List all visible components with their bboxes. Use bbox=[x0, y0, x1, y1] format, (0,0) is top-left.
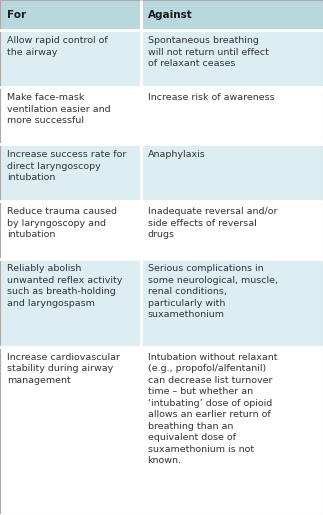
Bar bbox=[0, 144, 141, 201]
Text: Allow rapid control of
the airway: Allow rapid control of the airway bbox=[7, 36, 108, 57]
Bar bbox=[141, 259, 323, 347]
Text: Serious complications in
some neurological, muscle,
renal conditions,
particular: Serious complications in some neurologic… bbox=[148, 264, 277, 319]
Bar bbox=[0, 347, 141, 515]
Text: For: For bbox=[7, 10, 26, 20]
Bar bbox=[141, 0, 323, 30]
Bar bbox=[0, 30, 141, 88]
Text: Make face-mask
ventilation easier and
more successful: Make face-mask ventilation easier and mo… bbox=[7, 93, 110, 125]
Text: Against: Against bbox=[148, 10, 192, 20]
Text: Anaphylaxis: Anaphylaxis bbox=[148, 150, 205, 159]
Text: Increase cardiovascular
stability during airway
management: Increase cardiovascular stability during… bbox=[7, 353, 120, 385]
Text: Reliably abolish
unwanted reflex activity
such as breath-holding
and laryngospas: Reliably abolish unwanted reflex activit… bbox=[7, 264, 122, 307]
Text: Increase risk of awareness: Increase risk of awareness bbox=[148, 93, 274, 102]
Bar bbox=[0, 0, 141, 30]
Bar bbox=[141, 30, 323, 88]
Bar bbox=[141, 144, 323, 201]
Text: Inadequate reversal and/or
side effects of reversal
drugs: Inadequate reversal and/or side effects … bbox=[148, 207, 277, 239]
Bar bbox=[0, 88, 141, 144]
Bar bbox=[0, 201, 141, 259]
Text: Increase success rate for
direct laryngoscopy
intubation: Increase success rate for direct laryngo… bbox=[7, 150, 126, 182]
Text: Reduce trauma caused
by laryngoscopy and
intubation: Reduce trauma caused by laryngoscopy and… bbox=[7, 207, 117, 239]
Text: Spontaneous breathing
will not return until effect
of relaxant ceases: Spontaneous breathing will not return un… bbox=[148, 36, 268, 68]
Bar bbox=[141, 88, 323, 144]
Bar bbox=[0, 259, 141, 347]
Bar bbox=[141, 201, 323, 259]
Bar bbox=[141, 347, 323, 515]
Text: Intubation without relaxant
(e.g., propofol/alfentanil)
can decrease list turnov: Intubation without relaxant (e.g., propo… bbox=[148, 353, 277, 465]
